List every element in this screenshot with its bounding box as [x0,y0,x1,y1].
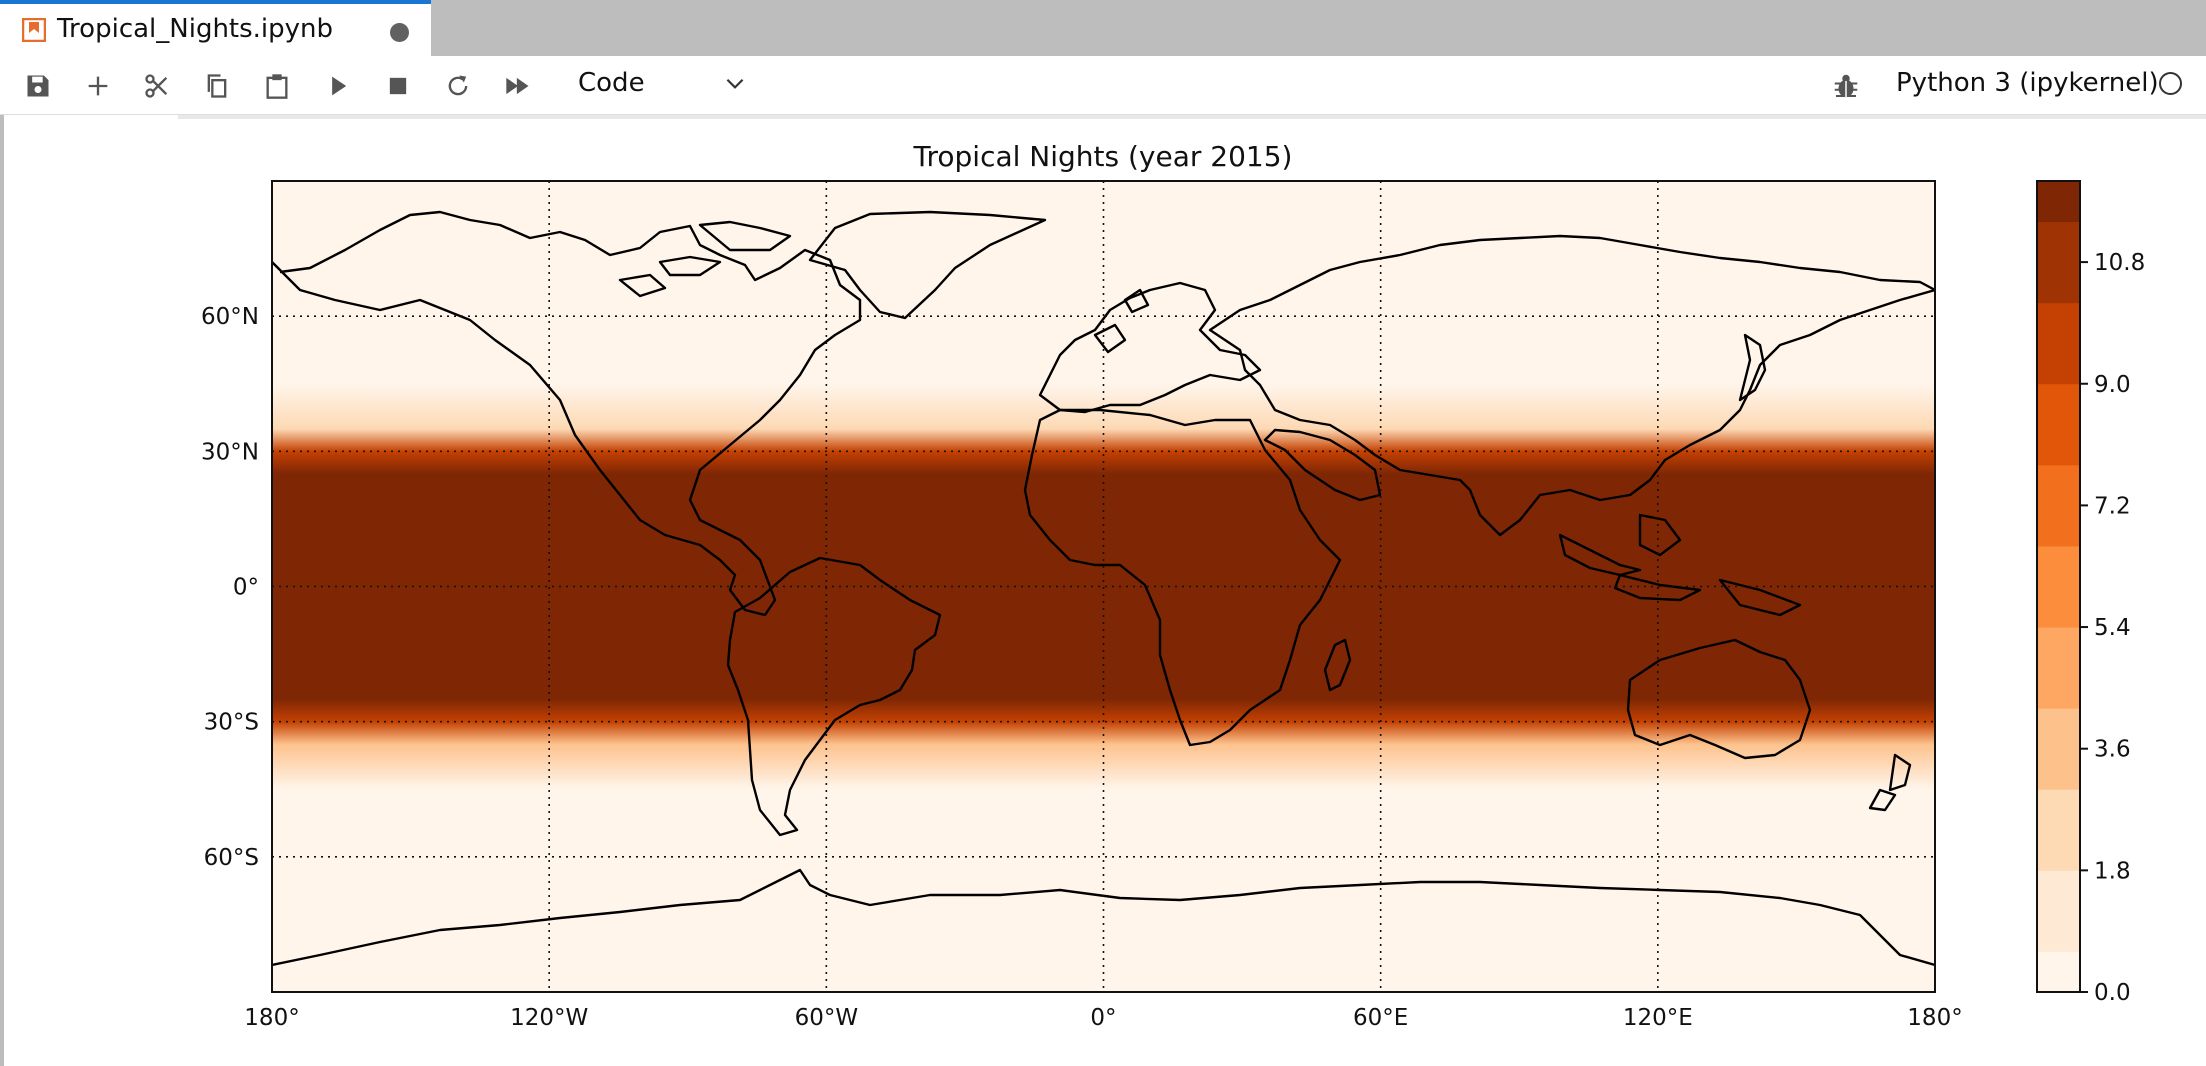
bug-icon[interactable] [1831,71,1861,101]
y-tick-label: 30°N [201,439,259,465]
y-tick-label: 60°N [201,304,259,330]
colorbar-band [2037,708,2080,750]
kernel-status-icon [2159,72,2182,95]
run-icon [332,76,347,96]
x-tick-label: 60°W [795,1005,859,1031]
colorbar-band [2037,343,2080,385]
colorbar-band [2037,383,2080,425]
colorbar-band [2037,829,2080,871]
x-tick-label: 180° [1907,1005,1962,1031]
colorbar-tick-label: 0.0 [2094,980,2131,1006]
save-button[interactable] [22,70,54,102]
map-area [272,181,1935,992]
colorbar-band [2037,748,2080,790]
insert-cell-button[interactable] [82,70,114,102]
colorbar-tick-label: 10.8 [2094,250,2145,276]
cell-collapser[interactable] [0,115,4,1066]
colorbar-tick-label: 9.0 [2094,372,2131,398]
copy-icon [207,74,227,98]
chevron-down-icon [726,78,744,89]
colorbar-tick-label: 7.2 [2094,493,2131,519]
colorbar-band [2037,789,2080,831]
x-tick-label: 60°E [1353,1005,1408,1031]
notebook-tab[interactable]: Tropical_Nights.ipynb [0,0,431,56]
colorbar-band [2037,627,2080,669]
x-tick-label: 120°W [510,1005,588,1031]
colorbar-bands [2037,181,2080,993]
colorbar: 10.8 9.0 7.2 5.4 3.6 1.8 0.0 [2036,180,2145,1006]
cell-type-value: Code [578,68,645,98]
colorbar-band [2037,424,2080,466]
run-all-icon [506,77,529,95]
colorbar-band [2037,910,2080,952]
run-cell-button[interactable] [322,70,354,102]
colorbar-ticks: 10.8 9.0 7.2 5.4 3.6 1.8 0.0 [2080,250,2145,1006]
chart-title: Tropical Nights (year 2015) [913,140,1293,173]
colorbar-tick-label: 5.4 [2094,615,2131,641]
y-tick-label: 30°S [204,710,259,736]
colorbar-band [2037,951,2080,993]
restart-run-all-button[interactable] [502,70,534,102]
notebook-icon [22,18,46,42]
y-axis-ticks: 60°N 30°N 0° 30°S 60°S [201,304,259,871]
colorbar-band [2037,181,2080,223]
colorbar-band [2037,302,2080,344]
cell-divider [178,115,2206,119]
colorbar-band [2037,870,2080,912]
copy-button[interactable] [201,70,233,102]
colorbar-tick-label: 1.8 [2094,858,2131,884]
map-frame [271,180,1936,993]
colorbar-band [2037,464,2080,506]
stop-icon [389,77,407,95]
kernel-name[interactable]: Python 3 (ipykernel) [1896,68,2159,98]
colorbar-band [2037,545,2080,587]
x-tick-label: 0° [1090,1005,1116,1031]
notebook-toolbar: Code Python 3 (ipykernel) [0,56,2206,115]
y-tick-label: 60°S [204,845,259,871]
unsaved-indicator-icon[interactable] [390,23,409,42]
colorbar-band [2037,505,2080,547]
add-icon [88,76,108,96]
cut-icon [145,74,168,98]
paste-button[interactable] [261,70,293,102]
heatmap-field [272,181,1935,992]
colorbar-band [2037,667,2080,709]
interrupt-kernel-button[interactable] [382,70,414,102]
colorbar-band [2037,221,2080,263]
paste-icon [266,74,288,99]
colorbar-tick-label: 3.6 [2094,737,2131,763]
restart-icon [448,75,468,96]
restart-kernel-button[interactable] [442,70,474,102]
cut-button[interactable] [141,70,173,102]
save-icon [27,75,49,97]
x-tick-label: 120°E [1623,1005,1693,1031]
tab-title: Tropical_Nights.ipynb [57,14,334,44]
colorbar-band [2037,262,2080,304]
x-tick-label: 180° [244,1005,299,1031]
colorbar-frame [2036,180,2081,993]
tab-bar: Tropical_Nights.ipynb [0,0,2206,56]
colorbar-band [2037,586,2080,628]
cell-type-dropdown[interactable]: Code [578,64,748,104]
y-tick-label: 0° [233,575,259,601]
coastlines [272,210,1935,967]
x-axis-ticks: 180° 120°W 60°W 0° 60°E 120°E 180° [244,1005,1962,1031]
